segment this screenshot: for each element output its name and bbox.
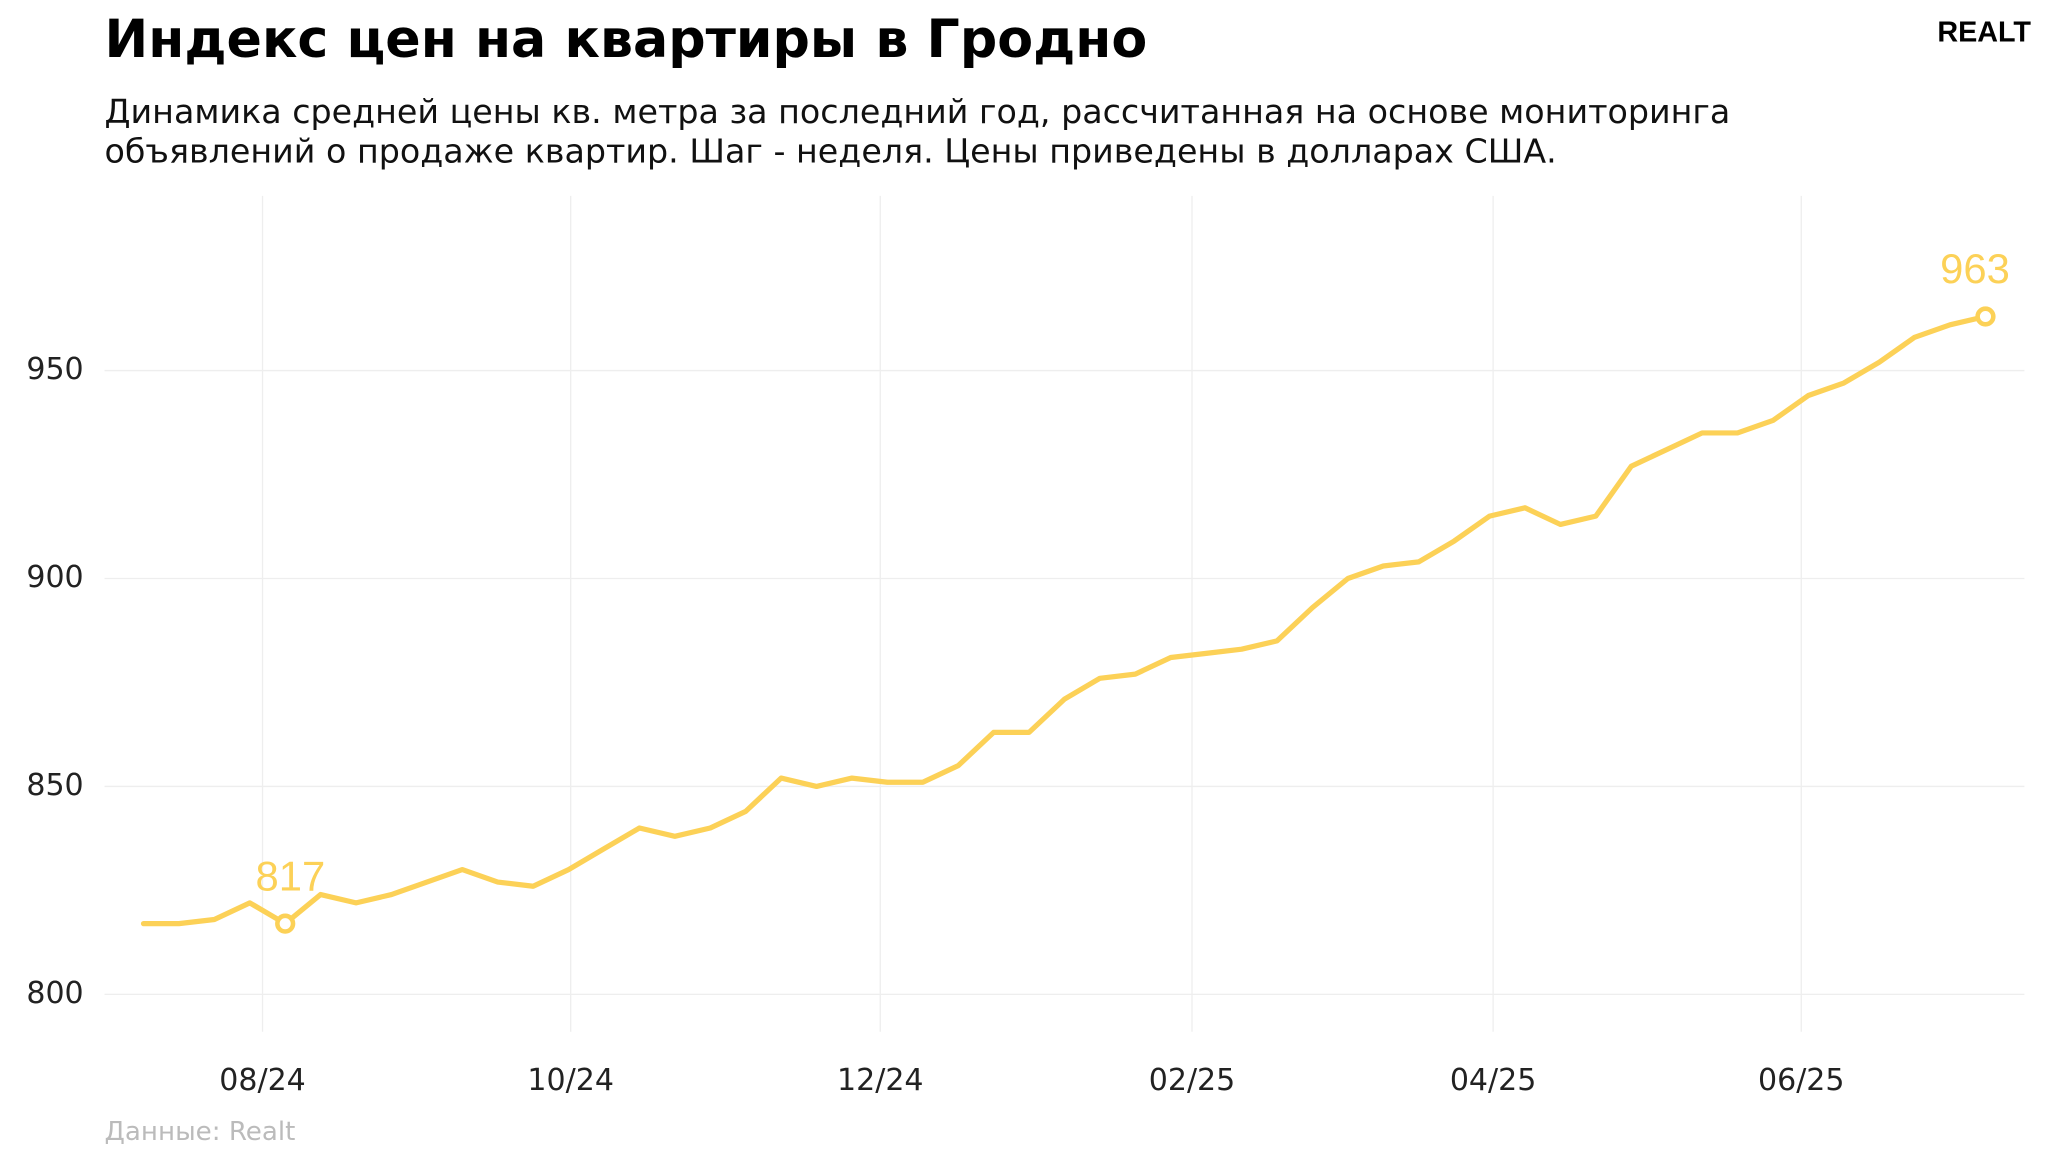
- data-line: [140, 313, 1989, 927]
- x-tick-label: 04/25: [1450, 1063, 1537, 1098]
- chart-title: Индекс цен на квартиры в Гродно: [105, 10, 1148, 70]
- point-marker: [275, 913, 296, 934]
- x-tick-label: 10/24: [527, 1063, 614, 1098]
- x-tick-label: 06/25: [1758, 1063, 1845, 1098]
- chart-subtitle: Динамика средней цены кв. метра за после…: [105, 92, 1731, 131]
- y-tick-label: 950: [26, 352, 83, 387]
- value-label: 963: [1940, 245, 2010, 292]
- x-tick-label: 08/24: [219, 1063, 306, 1098]
- y-tick-label: 850: [26, 768, 83, 803]
- source-note: Данные: Realt: [105, 1117, 296, 1147]
- y-tick-label: 800: [26, 976, 83, 1011]
- x-tick-label: 12/24: [837, 1063, 924, 1098]
- point-marker: [1975, 306, 1996, 327]
- value-label: 817: [256, 852, 326, 899]
- x-tick-label: 02/25: [1149, 1063, 1236, 1098]
- chart-subtitle: объявлений о продаже квартир. Шаг - неде…: [105, 131, 1557, 170]
- logo: REALT: [1937, 17, 2031, 49]
- y-tick-label: 900: [26, 560, 83, 595]
